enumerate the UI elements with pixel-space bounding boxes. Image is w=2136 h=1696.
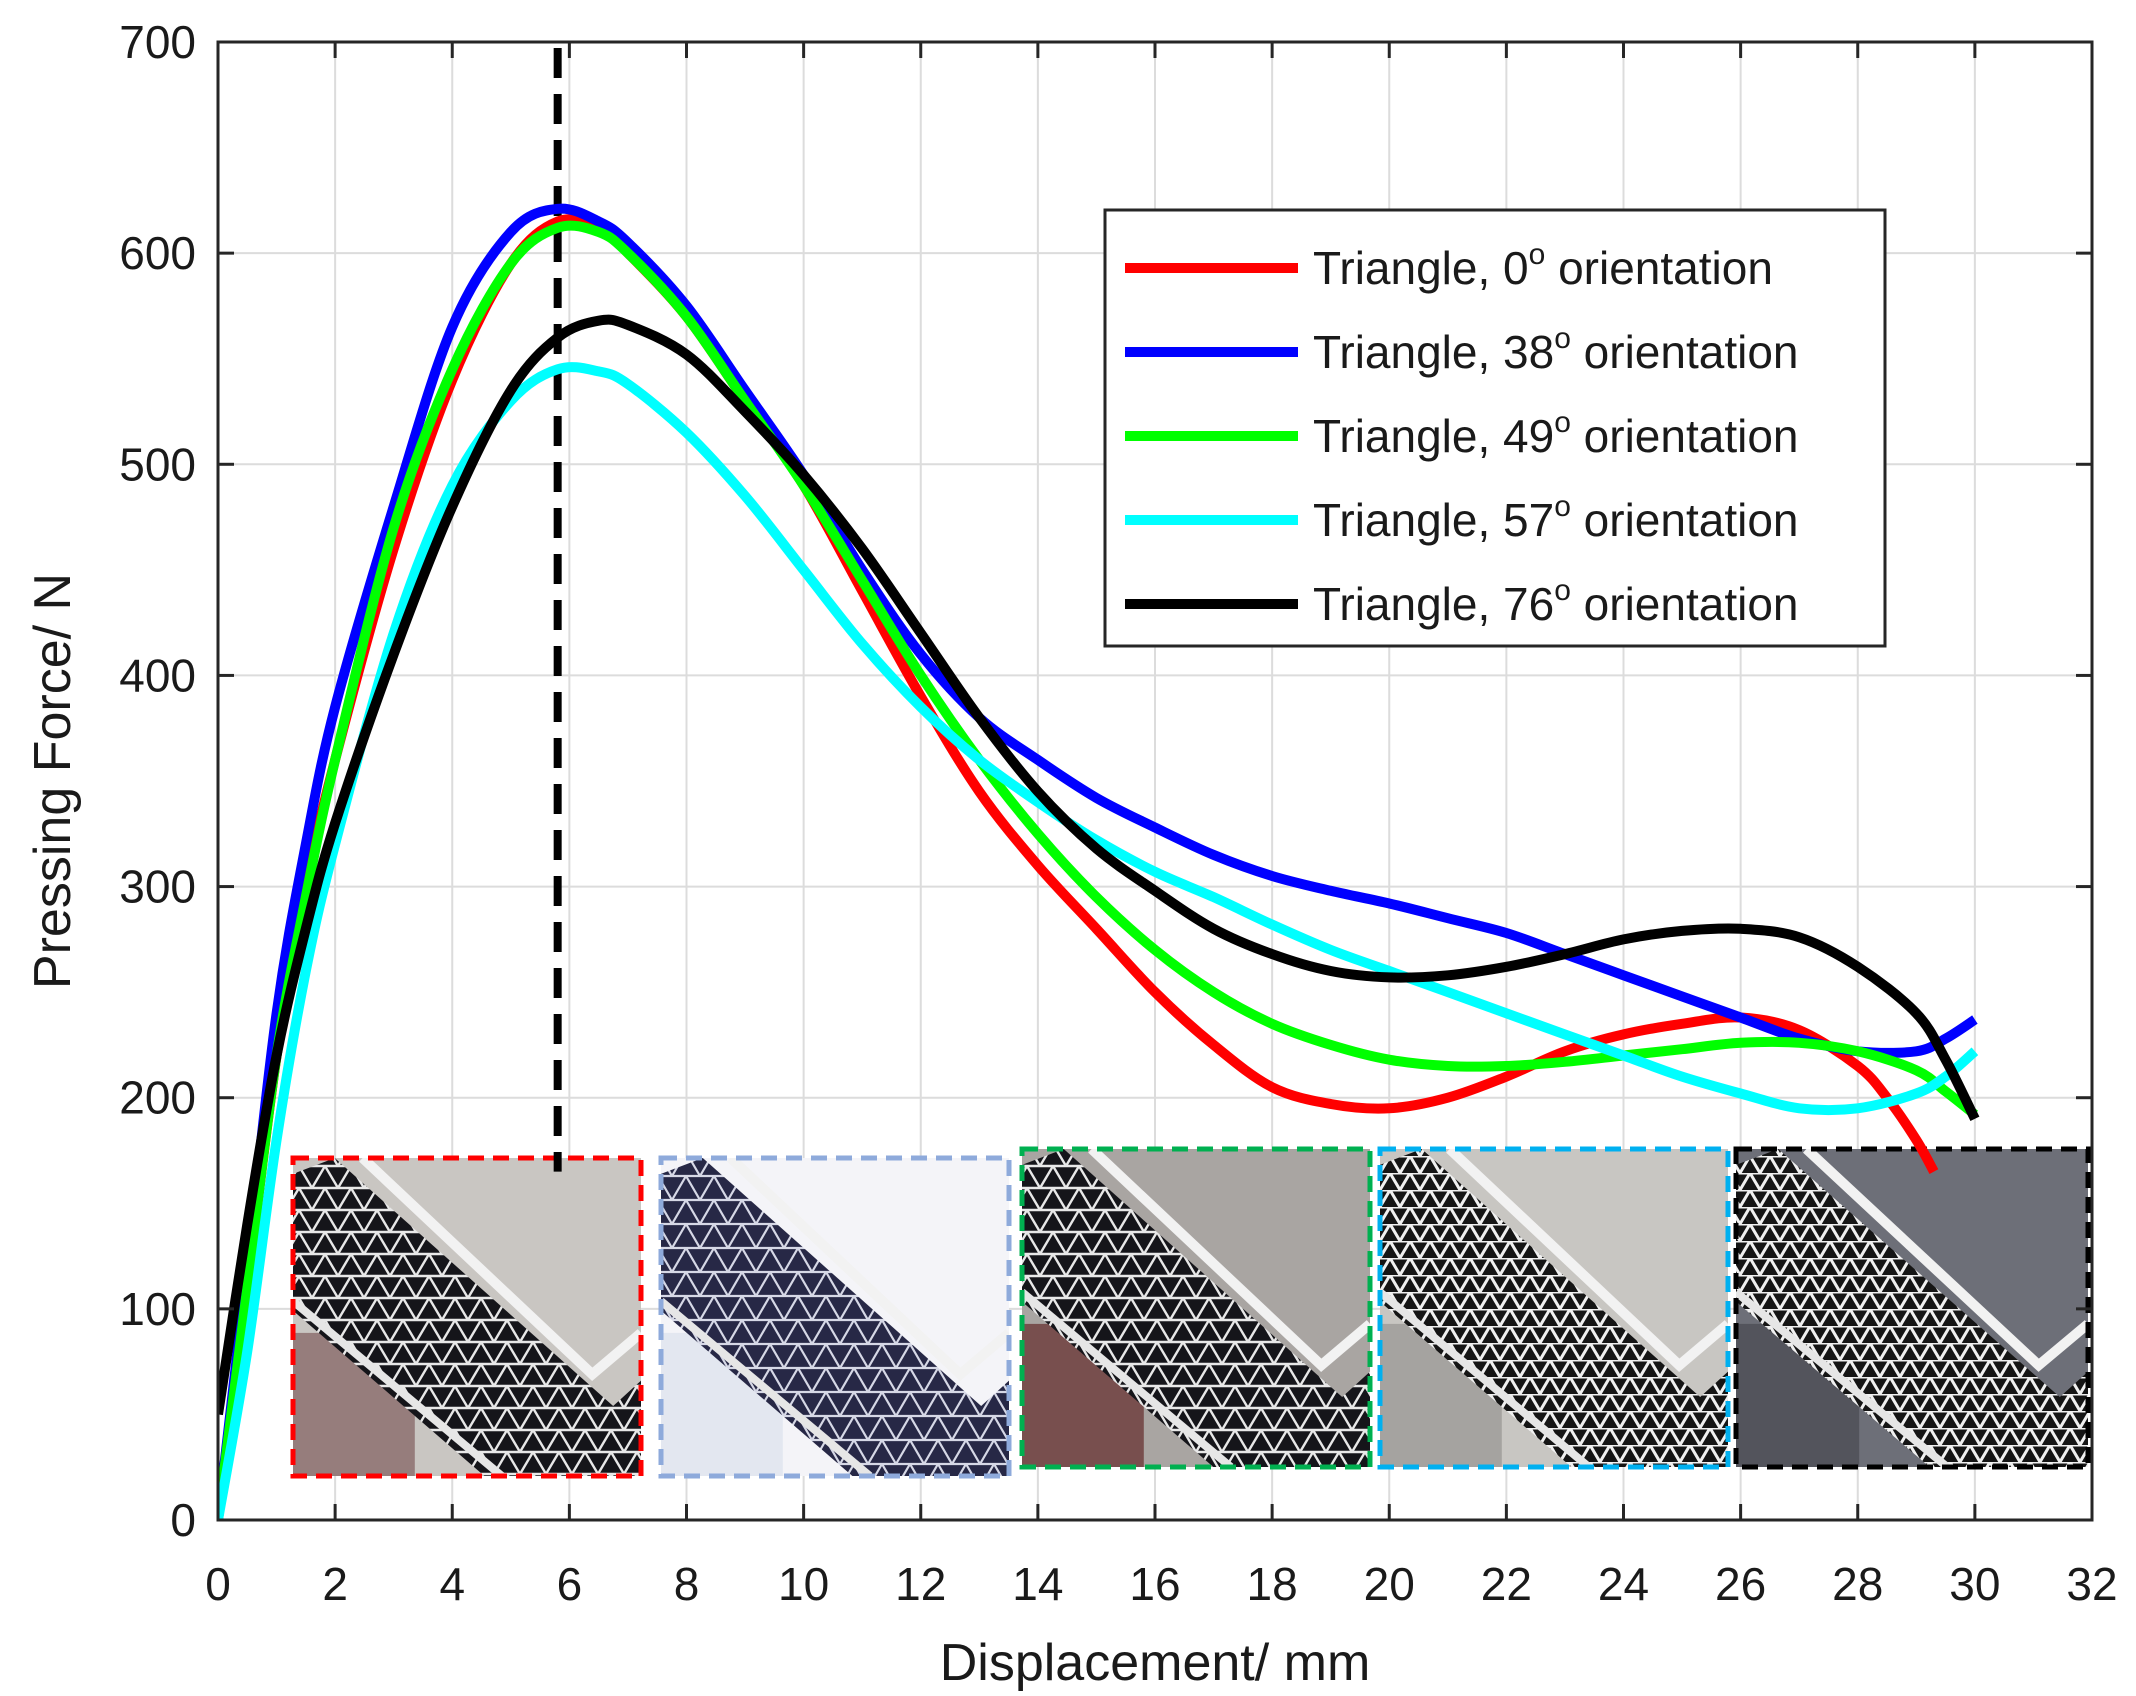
x-tick-label: 22 <box>1481 1558 1532 1610</box>
specimen-insets <box>290 1146 2091 1479</box>
lattice-band <box>661 1158 1009 1476</box>
specimen-inset <box>290 1155 644 1479</box>
legend-label-prefix: Triangle, 49 <box>1313 410 1554 462</box>
x-tick-label: 20 <box>1364 1558 1415 1610</box>
legend-label-prefix: Triangle, 57 <box>1313 494 1554 546</box>
legend-label: Triangle, 49o orientation <box>1313 406 1799 462</box>
legend-label-degree: o <box>1554 490 1571 523</box>
rail-edge <box>727 1158 1009 1381</box>
legend-label: Triangle, 0o orientation <box>1313 238 1773 294</box>
legend-label-degree: o <box>1554 322 1571 355</box>
legend-label-suffix: orientation <box>1571 326 1799 378</box>
x-tick-label: 10 <box>778 1558 829 1610</box>
y-tick-label: 600 <box>119 227 196 279</box>
specimen-inset <box>658 1155 1012 1479</box>
legend-box <box>1103 208 1887 648</box>
tick-labels: 0 2 4 6 8 10 12 14 16 18 20 22 24 26 28 30 3201002003004… <box>119 16 2117 1610</box>
legend-label-suffix: orientation <box>1571 578 1799 630</box>
legend-label: Triangle, 57o orientation <box>1313 490 1799 546</box>
rail-edge <box>293 1298 505 1476</box>
x-tick-label: 2 <box>322 1558 348 1610</box>
legend-label-degree: o <box>1554 406 1571 439</box>
lattice-band <box>1022 1149 1370 1467</box>
series-line-1 <box>218 203 1978 1520</box>
rail-edge <box>1380 1289 1592 1467</box>
legend-label: Triangle, 38o orientation <box>1313 322 1799 378</box>
x-tick-label: 8 <box>674 1558 700 1610</box>
y-tick-label: 500 <box>119 438 196 490</box>
x-tick-label: 24 <box>1598 1558 1649 1610</box>
specimen-inset <box>1019 1146 1373 1470</box>
y-axis-title: Pressing Force/ N <box>24 573 82 989</box>
x-tick-label: 18 <box>1247 1558 1298 1610</box>
x-tick-label: 12 <box>895 1558 946 1610</box>
inset-border <box>1377 1146 1731 1470</box>
rail-edge <box>359 1158 641 1381</box>
x-tick-label: 26 <box>1715 1558 1766 1610</box>
x-tick-label: 30 <box>1949 1558 2000 1610</box>
series-group <box>218 203 1980 1520</box>
rail-edge <box>1802 1149 2088 1372</box>
series-line-3 <box>218 362 1979 1520</box>
specimen-inset <box>1733 1146 2091 1470</box>
rail-edge <box>1022 1289 1234 1467</box>
legend-label-degree: o <box>1529 238 1546 271</box>
lattice-band <box>293 1158 641 1476</box>
x-tick-label: 0 <box>205 1558 231 1610</box>
x-tick-label: 14 <box>1012 1558 1063 1610</box>
x-tick-label: 16 <box>1129 1558 1180 1610</box>
lattice-band <box>1380 1149 1728 1467</box>
y-tick-label: 400 <box>119 649 196 701</box>
x-tick-label: 28 <box>1832 1558 1883 1610</box>
rail-edge <box>661 1298 873 1476</box>
inset-border <box>1019 1146 1373 1470</box>
y-tick-label: 0 <box>170 1494 196 1546</box>
y-tick-label: 300 <box>119 861 196 913</box>
x-tick-label: 4 <box>439 1558 465 1610</box>
x-tick-label: 32 <box>2066 1558 2117 1610</box>
rail-edge <box>1088 1149 1370 1372</box>
specimen-inset <box>1377 1146 1731 1470</box>
series-line-4 <box>218 314 1980 1416</box>
legend-label-suffix: orientation <box>1571 410 1799 462</box>
y-tick-label: 100 <box>119 1283 196 1335</box>
legend-label-suffix: orientation <box>1545 242 1773 294</box>
inset-border <box>290 1155 644 1479</box>
legend-label-suffix: orientation <box>1571 494 1799 546</box>
legend-label-prefix: Triangle, 76 <box>1313 578 1554 630</box>
x-axis-title: Displacement/ mm <box>940 1634 1371 1692</box>
legend-label-degree: o <box>1554 574 1571 607</box>
rail-edge <box>1736 1289 1950 1467</box>
legend-label-prefix: Triangle, 0 <box>1313 242 1529 294</box>
ticks <box>216 40 2094 1522</box>
y-tick-label: 200 <box>119 1072 196 1124</box>
inset-border <box>658 1155 1012 1479</box>
legend-label: Triangle, 76o orientation <box>1313 574 1799 630</box>
lattice-band <box>1736 1149 2088 1467</box>
rail-edge <box>1446 1149 1728 1372</box>
x-tick-label: 6 <box>557 1558 583 1610</box>
y-tick-label: 700 <box>119 16 196 68</box>
legend-label-prefix: Triangle, 38 <box>1313 326 1554 378</box>
